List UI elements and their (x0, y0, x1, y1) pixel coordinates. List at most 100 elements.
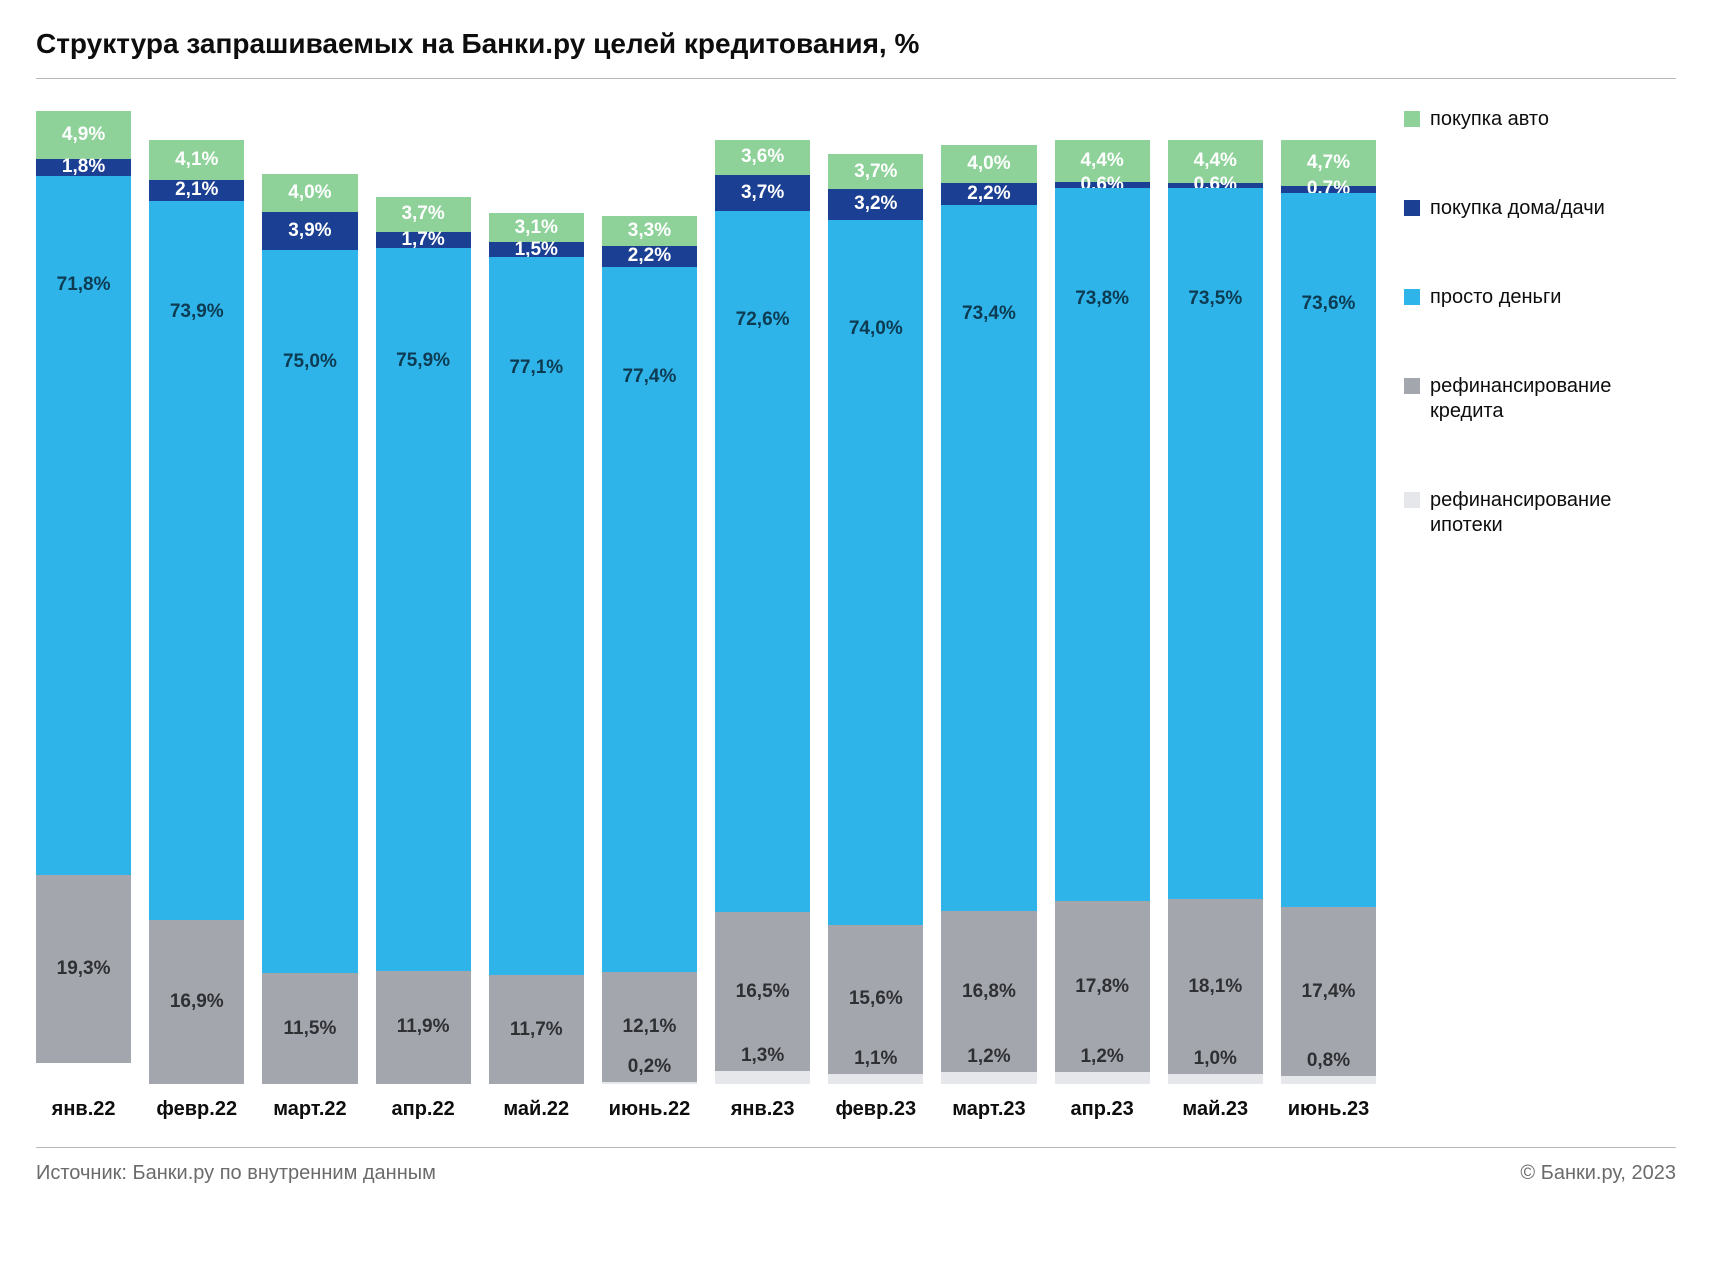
legend-swatch (1404, 111, 1420, 127)
bar-segment-refi_credit: 11,7% (489, 975, 584, 1084)
bar-segment-money: 75,9% (376, 248, 471, 970)
stacked-bar: 3,1%1,5%77,1%11,7% (489, 111, 584, 1084)
legend-swatch (1404, 289, 1420, 305)
legend-label: просто деньги (1430, 285, 1561, 310)
bar-value-label: 11,9% (397, 1016, 450, 1038)
bar-value-label: 3,1% (515, 217, 558, 239)
bar-value-label: 19,3% (57, 958, 111, 980)
bar-value-label: 11,7% (510, 1019, 563, 1041)
bar-segment-house: 3,7% (715, 175, 810, 211)
chart-column: 3,7%3,2%74,0%15,6%1,1%февр.23 (828, 111, 923, 1121)
bar-segment-money: 75,0% (262, 250, 357, 973)
bar-value-label: 3,7% (401, 203, 444, 225)
bar-segment-auto: 4,0% (262, 174, 357, 213)
bar-segment-money: 73,9% (149, 201, 244, 920)
bar-segment-house: 2,2% (941, 183, 1036, 204)
bar-value-label: 71,8% (36, 274, 131, 296)
bar-segment-house: 2,2% (602, 246, 697, 267)
stacked-bar: 4,1% 2,1%73,9% 16,9% (149, 111, 244, 1084)
bar-segment-money: 73,5% (1168, 188, 1263, 899)
stacked-bar: 3,7%1,7%75,9%11,9% (376, 111, 471, 1084)
bar-value-label: 1,2% (941, 1046, 1036, 1068)
bar-segment-auto: 4,0% (941, 145, 1036, 183)
bar-outer: 4,0% 2,2% 73,4% 16,8% 1,2% (941, 111, 1036, 1084)
bar-segment-money: 73,4% (941, 205, 1036, 911)
bar-offset-spacer (715, 111, 810, 140)
stacked-bar: 3,7%3,2%74,0%15,6%1,1% (828, 111, 923, 1084)
chart-column: 4,0%3,9%75,0%11,5%март.22 (262, 111, 357, 1121)
category-label: февр.23 (828, 1098, 923, 1121)
bar-value-label: 74,0% (828, 318, 923, 340)
bar-outer: 3,6%3,7%72,6%16,5%1,3% (715, 111, 810, 1084)
stacked-bar: 4,7%0,7%73,6%17,4%0,8% (1281, 111, 1376, 1084)
category-label: март.23 (941, 1098, 1036, 1121)
bar-segment-refi_mort: 1,0% (1168, 1074, 1263, 1084)
bar-segment-house: 2,1% (149, 180, 244, 200)
stacked-bar: 4,4%0,6%73,8%17,8%1,2% (1055, 111, 1150, 1084)
bar-segment-refi_mort: 1,1% (828, 1074, 923, 1084)
legend: покупка автопокупка дома/дачипросто день… (1376, 101, 1676, 602)
category-label: янв.22 (36, 1098, 131, 1121)
chart-column: 4,4%0,6%73,8%17,8%1,2% апр.23 (1055, 111, 1150, 1121)
bar-value-label: 16,9% (170, 991, 224, 1013)
bar-offset-spacer (376, 111, 471, 197)
bar-segment-auto: 4,9% (36, 111, 131, 159)
chart-column: 4,7%0,7%73,6%17,4%0,8%июнь.23 (1281, 111, 1376, 1121)
bar-segment-money: 73,6% (1281, 193, 1376, 908)
bar-offset-spacer (262, 111, 357, 174)
chart-column: 4,9%1,8%71,8%19,3%янв.22 (36, 111, 131, 1121)
bar-segment-money: 77,4% (602, 267, 697, 972)
chart-column: 4,1%2,1%73,9%16,9%февр.22 (149, 111, 244, 1121)
category-label: июнь.22 (602, 1098, 697, 1121)
bar-value-label: 1,2% (1055, 1046, 1150, 1068)
legend-swatch (1404, 200, 1420, 216)
bar-value-label: 75,9% (376, 350, 471, 372)
legend-label: рефинансирование кредита (1430, 374, 1676, 424)
bar-offset-spacer (828, 111, 923, 154)
bar-value-label: 73,4% (941, 303, 1036, 325)
legend-item: просто деньги (1404, 285, 1676, 310)
bar-outer: 4,4%0,6%73,5%18,1%1,0% (1168, 111, 1263, 1084)
chart-column: 3,6%3,7%72,6%16,5%1,3%янв.23 (715, 111, 810, 1121)
bar-outer: 4,0%3,9%75,0%11,5% (262, 111, 357, 1084)
bar-value-label: 4,1% (175, 149, 218, 171)
bar-offset-spacer (1055, 111, 1150, 140)
bar-value-label: 17,4% (1302, 981, 1356, 1003)
bar-value-label: 2,2% (967, 183, 1010, 205)
category-label: апр.23 (1055, 1098, 1150, 1121)
chart-column: 4,0% 2,2% 73,4% 16,8% 1,2% март.23 (941, 111, 1036, 1121)
bar-value-label: 3,6% (741, 146, 784, 168)
bar-outer: 4,4%0,6%73,8%17,8%1,2% (1055, 111, 1150, 1084)
bar-outer: 3,3%2,2%77,4%12,1%0,2% (602, 111, 697, 1084)
bar-value-label: 12,1% (623, 1016, 677, 1038)
bar-outer: 3,1%1,5%77,1%11,7% (489, 111, 584, 1084)
bar-outer: 4,9%1,8%71,8%19,3% (36, 111, 131, 1084)
legend-label: рефинансирование ипотеки (1430, 488, 1676, 538)
top-rule (36, 78, 1676, 79)
bar-segment-money: 74,0% (828, 220, 923, 925)
bar-value-label: 75,0% (262, 351, 357, 373)
bar-segment-refi_mort: 1,2% (1055, 1072, 1150, 1084)
category-label: май.23 (1168, 1098, 1263, 1121)
bar-value-label: 3,2% (854, 193, 897, 215)
bar-offset-spacer (941, 111, 1036, 145)
bar-segment-refi_credit: 19,3% (36, 875, 131, 1063)
bar-offset-spacer (489, 111, 584, 213)
legend-label: покупка дома/дачи (1430, 196, 1605, 221)
stacked-bar: 3,3%2,2%77,4%12,1%0,2% (602, 111, 697, 1084)
bar-segment-auto: 3,6% (715, 140, 810, 175)
legend-swatch (1404, 378, 1420, 394)
bar-value-label: 16,8% (962, 981, 1016, 1003)
bar-plot: 4,9%1,8%71,8%19,3%янв.224,1%2,1%73,9%16,… (36, 101, 1376, 1121)
bar-segment-refi_credit: 16,9% (149, 920, 244, 1084)
stacked-bar: 4,9%1,8%71,8%19,3% (36, 111, 131, 1084)
stacked-bar: 3,6%3,7%72,6%16,5%1,3% (715, 111, 810, 1084)
legend-swatch (1404, 492, 1420, 508)
bar-value-label: 0,8% (1281, 1050, 1376, 1072)
copyright-label: © Банки.ру, 2023 (1520, 1162, 1676, 1185)
bar-value-label: 3,7% (741, 182, 784, 204)
bar-value-label: 4,0% (967, 153, 1010, 175)
bar-segment-refi_mort: 1,2% (941, 1072, 1036, 1084)
bar-outer: 4,7%0,7%73,6%17,4%0,8% (1281, 111, 1376, 1084)
bar-value-label: 4,7% (1307, 152, 1350, 174)
